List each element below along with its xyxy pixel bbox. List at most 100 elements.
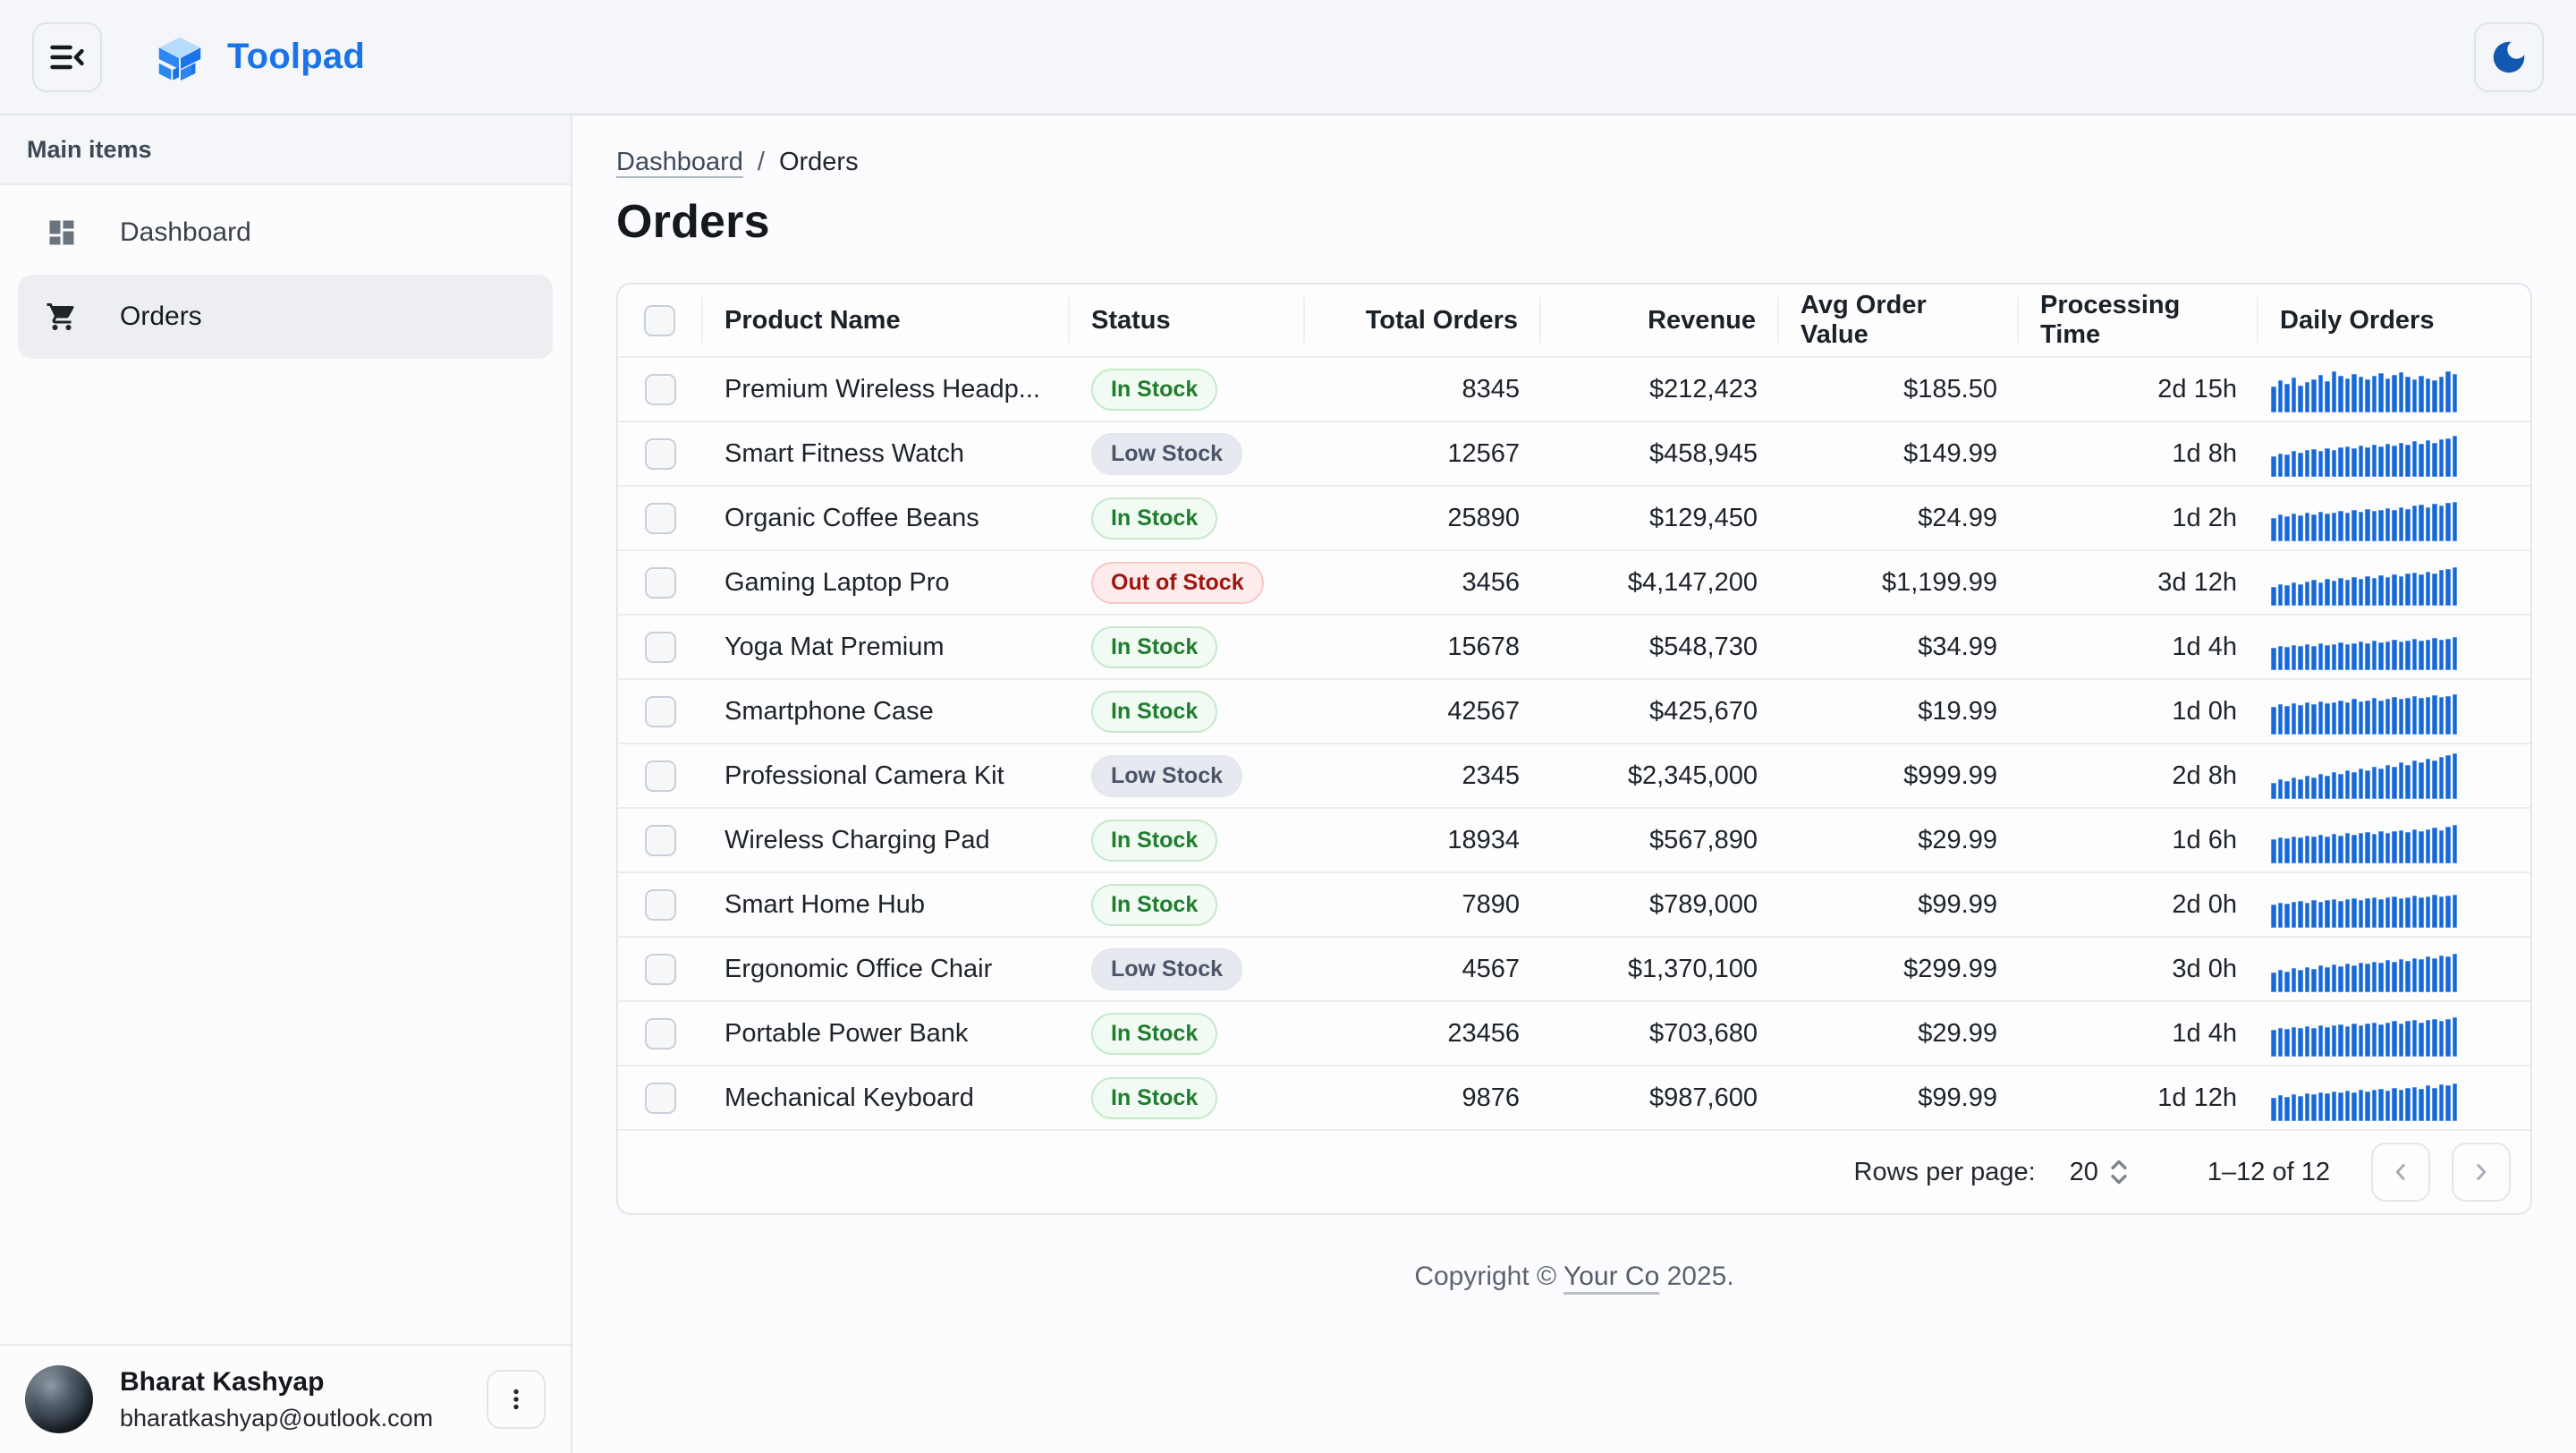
total-orders-cell: 2345	[1462, 760, 1520, 790]
total-orders-cell: 23456	[1447, 1018, 1520, 1048]
sidebar-section-header: Main items	[0, 115, 571, 185]
total-orders-cell: 12567	[1447, 438, 1520, 468]
status-badge: In Stock	[1091, 690, 1218, 733]
table-row: Smart Fitness Watch Low Stock 12567 $458…	[618, 421, 2530, 485]
rows-per-page-value[interactable]: 20	[2069, 1157, 2098, 1186]
theme-toggle-button[interactable]	[2474, 21, 2544, 92]
row-checkbox[interactable]	[645, 566, 676, 599]
revenue-cell: $987,600	[1649, 1083, 1758, 1112]
table-header-row: Product Name Status Total Orders Revenue…	[618, 285, 2530, 356]
total-orders-cell: 15678	[1447, 632, 1520, 661]
revenue-cell: $548,730	[1649, 632, 1758, 661]
avg-order-value-cell: $999.99	[1903, 760, 1997, 790]
rows-per-page-label: Rows per page:	[1853, 1157, 2036, 1186]
avg-order-value-cell: $34.99	[1918, 632, 1997, 661]
rows-per-page-stepper[interactable]	[2107, 1157, 2131, 1187]
account-menu-button[interactable]	[487, 1370, 546, 1429]
table-row: Premium Wireless Headp... In Stock 8345 …	[618, 356, 2530, 421]
total-orders-cell: 4567	[1462, 954, 1520, 983]
table-row: Professional Camera Kit Low Stock 2345 $…	[618, 743, 2530, 807]
revenue-cell: $129,450	[1649, 503, 1758, 532]
daily-orders-sparkline	[2271, 624, 2490, 670]
revenue-cell: $703,680	[1649, 1018, 1758, 1048]
avg-order-value-cell: $29.99	[1918, 1018, 1997, 1048]
user-email: bharatkashyap@outlook.com	[120, 1404, 434, 1432]
breadcrumb-dashboard-link[interactable]: Dashboard	[616, 148, 743, 176]
dashboard-grid-icon	[46, 217, 78, 249]
revenue-cell: $2,345,000	[1627, 760, 1758, 790]
row-checkbox[interactable]	[645, 1017, 676, 1049]
row-checkbox[interactable]	[645, 438, 676, 470]
processing-time-cell: 1d 12h	[2157, 1083, 2237, 1112]
row-checkbox[interactable]	[645, 888, 676, 921]
sidebar: Main items Dashboard	[0, 115, 572, 1453]
select-all-checkbox[interactable]	[644, 304, 675, 336]
status-badge: Out of Stock	[1091, 561, 1264, 604]
table-body: Premium Wireless Headp... In Stock 8345 …	[618, 356, 2530, 1129]
row-checkbox[interactable]	[645, 502, 676, 534]
status-badge: In Stock	[1091, 625, 1218, 668]
account-section: Bharat Kashyap bharatkashyap@outlook.com	[0, 1344, 571, 1453]
avg-order-value-cell: $24.99	[1918, 503, 1997, 532]
table-row: Organic Coffee Beans In Stock 25890 $129…	[618, 485, 2530, 549]
daily-orders-sparkline	[2271, 946, 2490, 992]
brand-name: Toolpad	[227, 37, 365, 76]
row-checkbox[interactable]	[645, 1082, 676, 1114]
row-checkbox[interactable]	[645, 824, 676, 856]
sidebar-item-dashboard[interactable]: Dashboard	[18, 191, 553, 275]
status-badge: In Stock	[1091, 819, 1218, 862]
column-header-revenue[interactable]: Revenue	[1541, 297, 1779, 344]
total-orders-cell: 25890	[1447, 503, 1520, 532]
column-header-product-name[interactable]: Product Name	[703, 297, 1070, 344]
breadcrumb-separator: /	[757, 148, 765, 176]
revenue-cell: $4,147,200	[1627, 567, 1758, 597]
table-row: Portable Power Bank In Stock 23456 $703,…	[618, 1000, 2530, 1065]
status-badge: In Stock	[1091, 1012, 1218, 1055]
status-badge: In Stock	[1091, 497, 1218, 540]
copyright-year: 2025.	[1666, 1262, 1734, 1291]
product-name-cell: Mechanical Keyboard	[724, 1083, 974, 1112]
chevron-left-icon	[2387, 1159, 2414, 1185]
column-header-daily-orders[interactable]: Daily Orders	[2280, 305, 2435, 335]
menu-collapse-icon	[47, 38, 87, 77]
avg-order-value-cell: $19.99	[1918, 696, 1997, 726]
row-checkbox[interactable]	[645, 631, 676, 663]
previous-page-button[interactable]	[2371, 1143, 2430, 1202]
next-page-button[interactable]	[2452, 1143, 2511, 1202]
product-name-cell: Smart Home Hub	[724, 889, 926, 919]
status-badge: Low Stock	[1091, 754, 1243, 797]
processing-time-cell: 2d 8h	[2172, 760, 2237, 790]
daily-orders-sparkline	[2271, 817, 2490, 863]
column-header-status[interactable]: Status	[1070, 297, 1305, 344]
top-app-bar: Toolpad	[0, 0, 2576, 115]
avg-order-value-cell: $29.99	[1918, 825, 1997, 854]
product-name-cell: Portable Power Bank	[724, 1018, 969, 1048]
column-header-avg-order-value[interactable]: Avg Order Value	[1779, 291, 2019, 349]
column-header-total-orders[interactable]: Total Orders	[1305, 297, 1541, 344]
processing-time-cell: 1d 0h	[2172, 696, 2237, 726]
brand-link[interactable]: Toolpad	[152, 30, 365, 85]
processing-time-cell: 1d 4h	[2172, 1018, 2237, 1048]
row-checkbox[interactable]	[645, 373, 676, 405]
sidebar-item-orders[interactable]: Orders	[18, 275, 553, 359]
row-checkbox[interactable]	[645, 695, 676, 727]
company-link[interactable]: Your Co	[1563, 1262, 1660, 1291]
row-checkbox[interactable]	[645, 953, 676, 985]
row-checkbox[interactable]	[645, 760, 676, 792]
product-name-cell: Premium Wireless Headp...	[724, 374, 1040, 404]
processing-time-cell: 3d 12h	[2157, 567, 2237, 597]
collapse-sidebar-button[interactable]	[32, 21, 102, 92]
revenue-cell: $212,423	[1649, 374, 1758, 404]
revenue-cell: $458,945	[1649, 438, 1758, 468]
processing-time-cell: 1d 2h	[2172, 503, 2237, 532]
column-header-processing-time[interactable]: Processing Time	[2019, 291, 2258, 349]
avg-order-value-cell: $1,199.99	[1881, 567, 1997, 597]
sidebar-item-label: Orders	[120, 302, 202, 331]
product-name-cell: Wireless Charging Pad	[724, 825, 990, 854]
copyright-text: Copyright ©	[1414, 1262, 1557, 1291]
chevron-right-icon	[2468, 1159, 2495, 1185]
total-orders-cell: 8345	[1462, 374, 1520, 404]
total-orders-cell: 3456	[1462, 567, 1520, 597]
vertical-dots-icon	[501, 1384, 531, 1415]
